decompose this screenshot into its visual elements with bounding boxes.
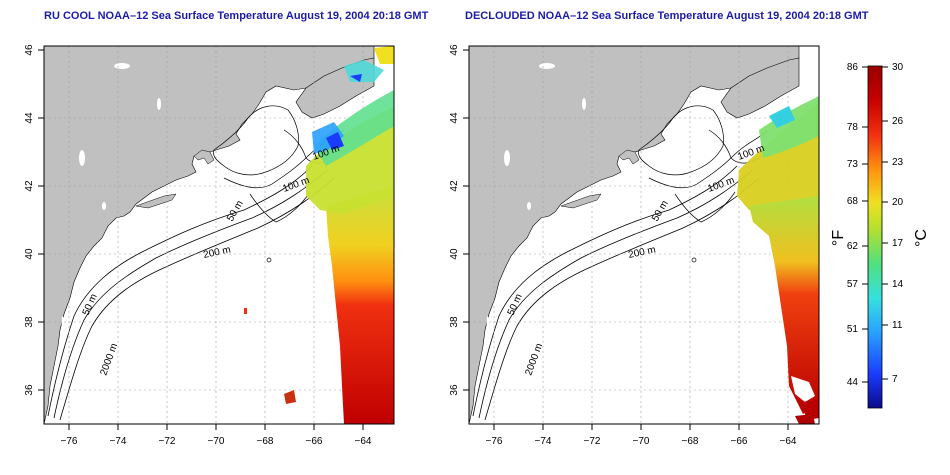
right-sst-overlay xyxy=(737,96,819,424)
colorbar-c-tick: 30 xyxy=(892,62,904,73)
left-y-tick-label: 46 xyxy=(24,44,35,56)
right-x-tick-label: −70 xyxy=(633,436,650,447)
colorbar-f-tick: 57 xyxy=(847,279,859,290)
colorbar-c-tick: 14 xyxy=(892,279,904,290)
colorbar-f-tick: 62 xyxy=(847,241,859,252)
colorbar-f-tick: 68 xyxy=(847,196,859,207)
left-x-tick-label: −76 xyxy=(61,436,78,447)
right-y-tick-label: 36 xyxy=(449,384,460,396)
colorbar-f-tick: 51 xyxy=(847,324,859,335)
left-y-tick-label: 40 xyxy=(24,248,35,260)
colorbar-f-tick: 78 xyxy=(847,122,859,133)
colorbar-f-tick: 86 xyxy=(847,62,859,73)
left-y-tick-label: 42 xyxy=(24,180,35,192)
left-y-tick-label: 38 xyxy=(24,316,35,328)
colorbar-c-tick: 26 xyxy=(892,116,904,127)
right-x-tick-label: −76 xyxy=(486,436,503,447)
colorbar-f-tick: 44 xyxy=(847,377,859,388)
right-x-tick-label: −68 xyxy=(682,436,699,447)
right-y-tick-label: 46 xyxy=(449,44,460,56)
left-map-panel: 100 m 100 m 50 m 200 m 50 m 2000 m −76 −… xyxy=(24,44,395,447)
colorbar-f-tick: 73 xyxy=(847,159,859,170)
celsius-unit-label: °C xyxy=(913,229,930,247)
left-x-tick-label: −64 xyxy=(355,436,372,447)
right-panel-title: DECLOUDED NOAA–12 Sea Surface Temperatur… xyxy=(465,10,869,22)
right-y-tick-label: 42 xyxy=(449,180,460,192)
left-x-tick-label: −72 xyxy=(159,436,176,447)
colorbar-c-tick: 11 xyxy=(892,320,903,331)
left-sst-overlay xyxy=(244,46,394,424)
colorbar-c-tick: 17 xyxy=(892,238,904,249)
temperature-colorbar: 86 78 73 68 62 57 51 44 30 26 23 20 17 1… xyxy=(830,62,930,409)
right-x-tick-label: −66 xyxy=(731,436,748,447)
left-x-tick-label: −68 xyxy=(257,436,274,447)
colorbar-c-tick: 23 xyxy=(892,157,904,168)
right-x-tick-label: −64 xyxy=(780,436,797,447)
left-y-tick-label: 36 xyxy=(24,384,35,396)
left-x-tick-label: −74 xyxy=(110,436,127,447)
right-x-tick-label: −74 xyxy=(535,436,552,447)
right-x-tick-label: −72 xyxy=(584,436,601,447)
left-x-tick-label: −70 xyxy=(208,436,225,447)
right-y-tick-label: 44 xyxy=(449,112,460,124)
right-map-panel: 100 m 100 m 50 m 200 m 50 m 2000 m −76 −… xyxy=(449,44,820,447)
fahrenheit-unit-label: °F xyxy=(830,230,847,246)
right-y-tick-label: 40 xyxy=(449,248,460,260)
right-y-tick-label: 38 xyxy=(449,316,460,328)
colorbar-c-tick: 20 xyxy=(892,197,904,208)
left-x-tick-label: −66 xyxy=(306,436,323,447)
colorbar-c-tick: 7 xyxy=(892,374,898,385)
left-y-tick-label: 44 xyxy=(24,112,35,124)
left-panel-title: RU COOL NOAA–12 Sea Surface Temperature … xyxy=(44,10,429,22)
